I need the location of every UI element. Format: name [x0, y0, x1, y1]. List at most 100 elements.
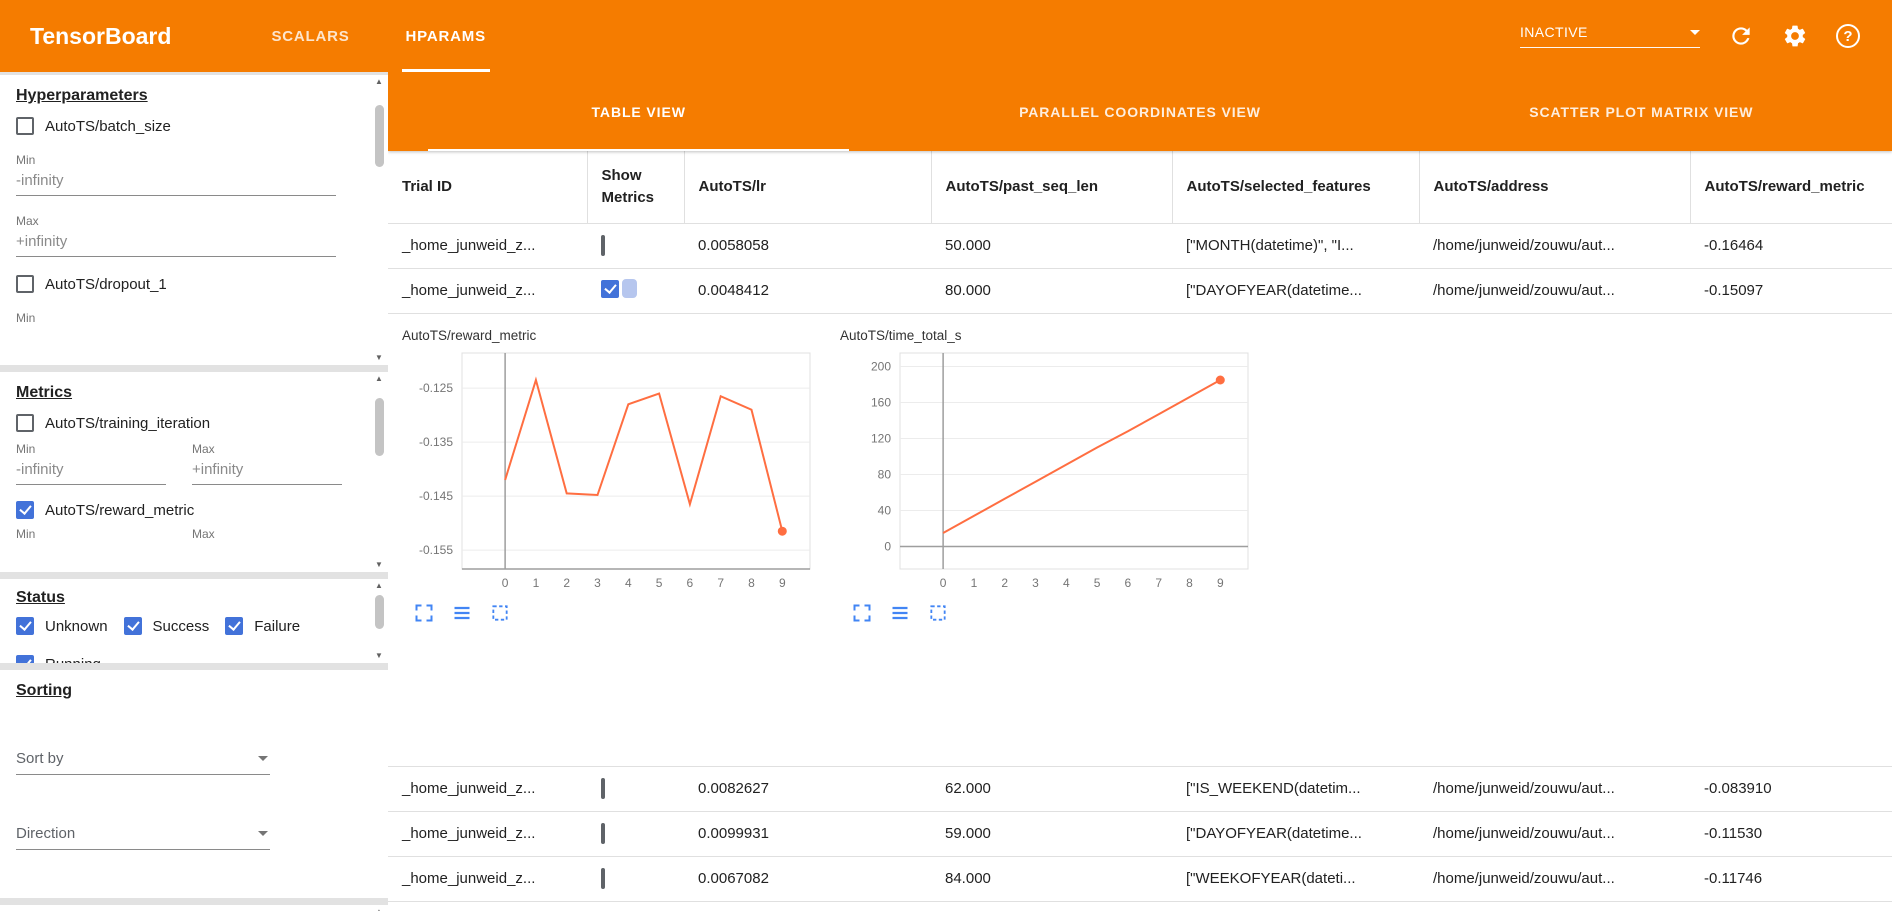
lr-cell: 0.0099931	[684, 811, 931, 857]
show-metrics-checkbox[interactable]	[601, 868, 605, 889]
checkbox[interactable]	[16, 617, 34, 635]
gear-icon[interactable]	[1782, 23, 1808, 49]
checkbox-ripple	[622, 279, 637, 299]
checkbox[interactable]	[123, 617, 142, 635]
tab-scatter-plot-matrix-view[interactable]: SCATTER PLOT MATRIX VIEW	[1529, 103, 1754, 120]
show-metrics-cell[interactable]	[587, 223, 684, 269]
tab-hparams[interactable]: HPARAMS	[378, 0, 514, 72]
direction-dropdown[interactable]: Direction	[16, 819, 270, 850]
table-row: _home_junweid_z... 0.0067082 84.000 ["WE…	[388, 856, 1892, 902]
chart-reward-metric: AutoTS/reward_metric -0.125 -0.135 -0.145-…	[400, 328, 824, 623]
past-seq-len-cell: 62.000	[931, 766, 1172, 812]
col-header-show-metrics: Show Metrics	[586, 151, 684, 224]
refresh-icon[interactable]	[1728, 23, 1754, 49]
min-input[interactable]: -infinity	[16, 167, 336, 196]
scroll-down-icon[interactable]: ▼	[375, 560, 383, 569]
show-metrics-checkbox[interactable]	[601, 778, 605, 799]
run-status-dropdown[interactable]: INACTIVE	[1520, 24, 1700, 48]
scroll-up-icon[interactable]: ▲	[375, 581, 383, 590]
horizontal-lines-icon[interactable]	[890, 603, 910, 623]
reward-metric-cell: -0.083910	[1690, 766, 1892, 812]
reward-metric-line-chart[interactable]: -0.125 -0.135 -0.145 -0.155 0 1 2 3 4 5 6 7 8 9	[400, 345, 820, 595]
show-metrics-checkbox[interactable]	[601, 279, 619, 298]
hparam-item-dropout-1[interactable]: AutoTS/dropout_1	[16, 275, 358, 293]
table-row: _home_junweid_z... 0.0082627 62.000 ["IS…	[388, 766, 1892, 812]
top-bar: TensorBoard SCALARS HPARAMS INACTIVE ?	[0, 0, 1892, 72]
svg-text:80: 80	[878, 467, 892, 481]
hparam-item-batch-size[interactable]: AutoTS/batch_size	[16, 117, 358, 135]
scroll-up-icon[interactable]: ▲	[375, 908, 383, 911]
fullscreen-icon[interactable]	[852, 603, 872, 623]
checkbox[interactable]	[225, 617, 244, 635]
time-total-line-chart[interactable]: 0 40 80 120 160 200 0 1 2 3 4 5 6 7 8 9	[838, 345, 1258, 595]
metric-item-training-iteration[interactable]: AutoTS/training_iteration	[16, 414, 358, 432]
scroll-up-icon[interactable]: ▲	[375, 374, 383, 383]
status-item-failure[interactable]: Failure	[225, 617, 300, 635]
panel-scrollbar[interactable]: ▲ ▼	[372, 375, 386, 569]
col-header-selected-features: AutoTS/selected_features	[1171, 151, 1419, 224]
sort-by-dropdown[interactable]: Sort by	[16, 744, 270, 775]
scroll-up-icon[interactable]: ▲	[375, 77, 383, 86]
fullscreen-icon[interactable]	[414, 603, 434, 623]
horizontal-lines-icon[interactable]	[452, 603, 472, 623]
svg-text:1: 1	[533, 576, 540, 590]
dashed-box-icon[interactable]	[928, 603, 948, 623]
reward-metric-cell: -0.11530	[1690, 811, 1892, 857]
tab-scalars[interactable]: SCALARS	[271, 27, 350, 45]
svg-text:3: 3	[1032, 576, 1039, 590]
help-icon[interactable]: ?	[1836, 24, 1860, 48]
panel-scrollbar[interactable]: ▲ ▼	[372, 582, 386, 660]
svg-text:0: 0	[502, 576, 509, 590]
svg-text:4: 4	[625, 576, 632, 590]
scrollbar-thumb[interactable]	[375, 398, 384, 456]
svg-text:9: 9	[779, 576, 786, 590]
svg-text:200: 200	[871, 359, 891, 373]
min-max-row: Min Max	[16, 521, 358, 541]
expanded-metrics-row: AutoTS/reward_metric -0.125 -0.135 -0.145-…	[388, 313, 1892, 767]
tab-parallel-coordinates-view[interactable]: PARALLEL COORDINATES VIEW	[1019, 103, 1261, 120]
metric-item-reward-metric[interactable]: AutoTS/reward_metric	[16, 501, 358, 519]
show-metrics-cell[interactable]	[587, 268, 684, 314]
col-header-past-seq-len: AutoTS/past_seq_len	[930, 151, 1172, 224]
show-metrics-checkbox[interactable]	[601, 235, 605, 256]
status-item-success[interactable]: Success	[123, 617, 210, 635]
lr-cell: 0.0082627	[684, 766, 931, 812]
scroll-down-icon[interactable]: ▼	[375, 651, 383, 660]
svg-text:40: 40	[878, 503, 892, 517]
show-metrics-checkbox[interactable]	[601, 823, 605, 844]
trial-id-cell: _home_junweid_z...	[388, 223, 587, 269]
checkbox[interactable]	[16, 117, 34, 135]
show-metrics-cell[interactable]	[587, 811, 684, 857]
min-input[interactable]: -infinity	[16, 456, 166, 485]
scrollbar-thumb[interactable]	[375, 105, 384, 167]
lr-cell: 0.0048412	[684, 268, 931, 314]
past-seq-len-cell: 84.000	[931, 856, 1172, 902]
trial-id-cell: _home_junweid_z...	[388, 811, 587, 857]
svg-text:120: 120	[871, 431, 891, 445]
checkbox[interactable]	[16, 414, 34, 432]
panel-scrollbar[interactable]: ▲ ▼	[372, 908, 386, 911]
checkbox[interactable]	[16, 655, 34, 663]
address-cell: /home/junweid/zouwu/aut...	[1419, 223, 1690, 269]
sorting-panel: Sorting Sort by Direction	[0, 670, 388, 898]
status-item-unknown[interactable]: Unknown	[16, 617, 108, 635]
checkbox[interactable]	[16, 275, 34, 293]
show-metrics-cell[interactable]	[587, 766, 684, 812]
dashed-box-icon[interactable]	[490, 603, 510, 623]
checkbox[interactable]	[16, 501, 34, 519]
status-label: Success	[152, 617, 210, 635]
status-item-running[interactable]: Running	[16, 655, 101, 663]
svg-text:7: 7	[717, 576, 724, 590]
chevron-down-icon	[258, 756, 268, 761]
tab-table-view[interactable]: TABLE VIEW	[388, 72, 889, 151]
svg-text:6: 6	[687, 576, 694, 590]
max-input[interactable]: +infinity	[192, 456, 342, 485]
svg-text:8: 8	[1186, 576, 1193, 590]
panel-scrollbar[interactable]: ▲ ▼	[372, 78, 386, 362]
show-metrics-cell[interactable]	[587, 856, 684, 902]
scroll-down-icon[interactable]: ▼	[375, 353, 383, 362]
main-area: TABLE VIEW PARALLEL COORDINATES VIEW SCA…	[388, 72, 1892, 911]
scrollbar-thumb[interactable]	[375, 595, 384, 629]
max-input[interactable]: +infinity	[16, 228, 336, 257]
lr-cell: 0.0058058	[684, 223, 931, 269]
